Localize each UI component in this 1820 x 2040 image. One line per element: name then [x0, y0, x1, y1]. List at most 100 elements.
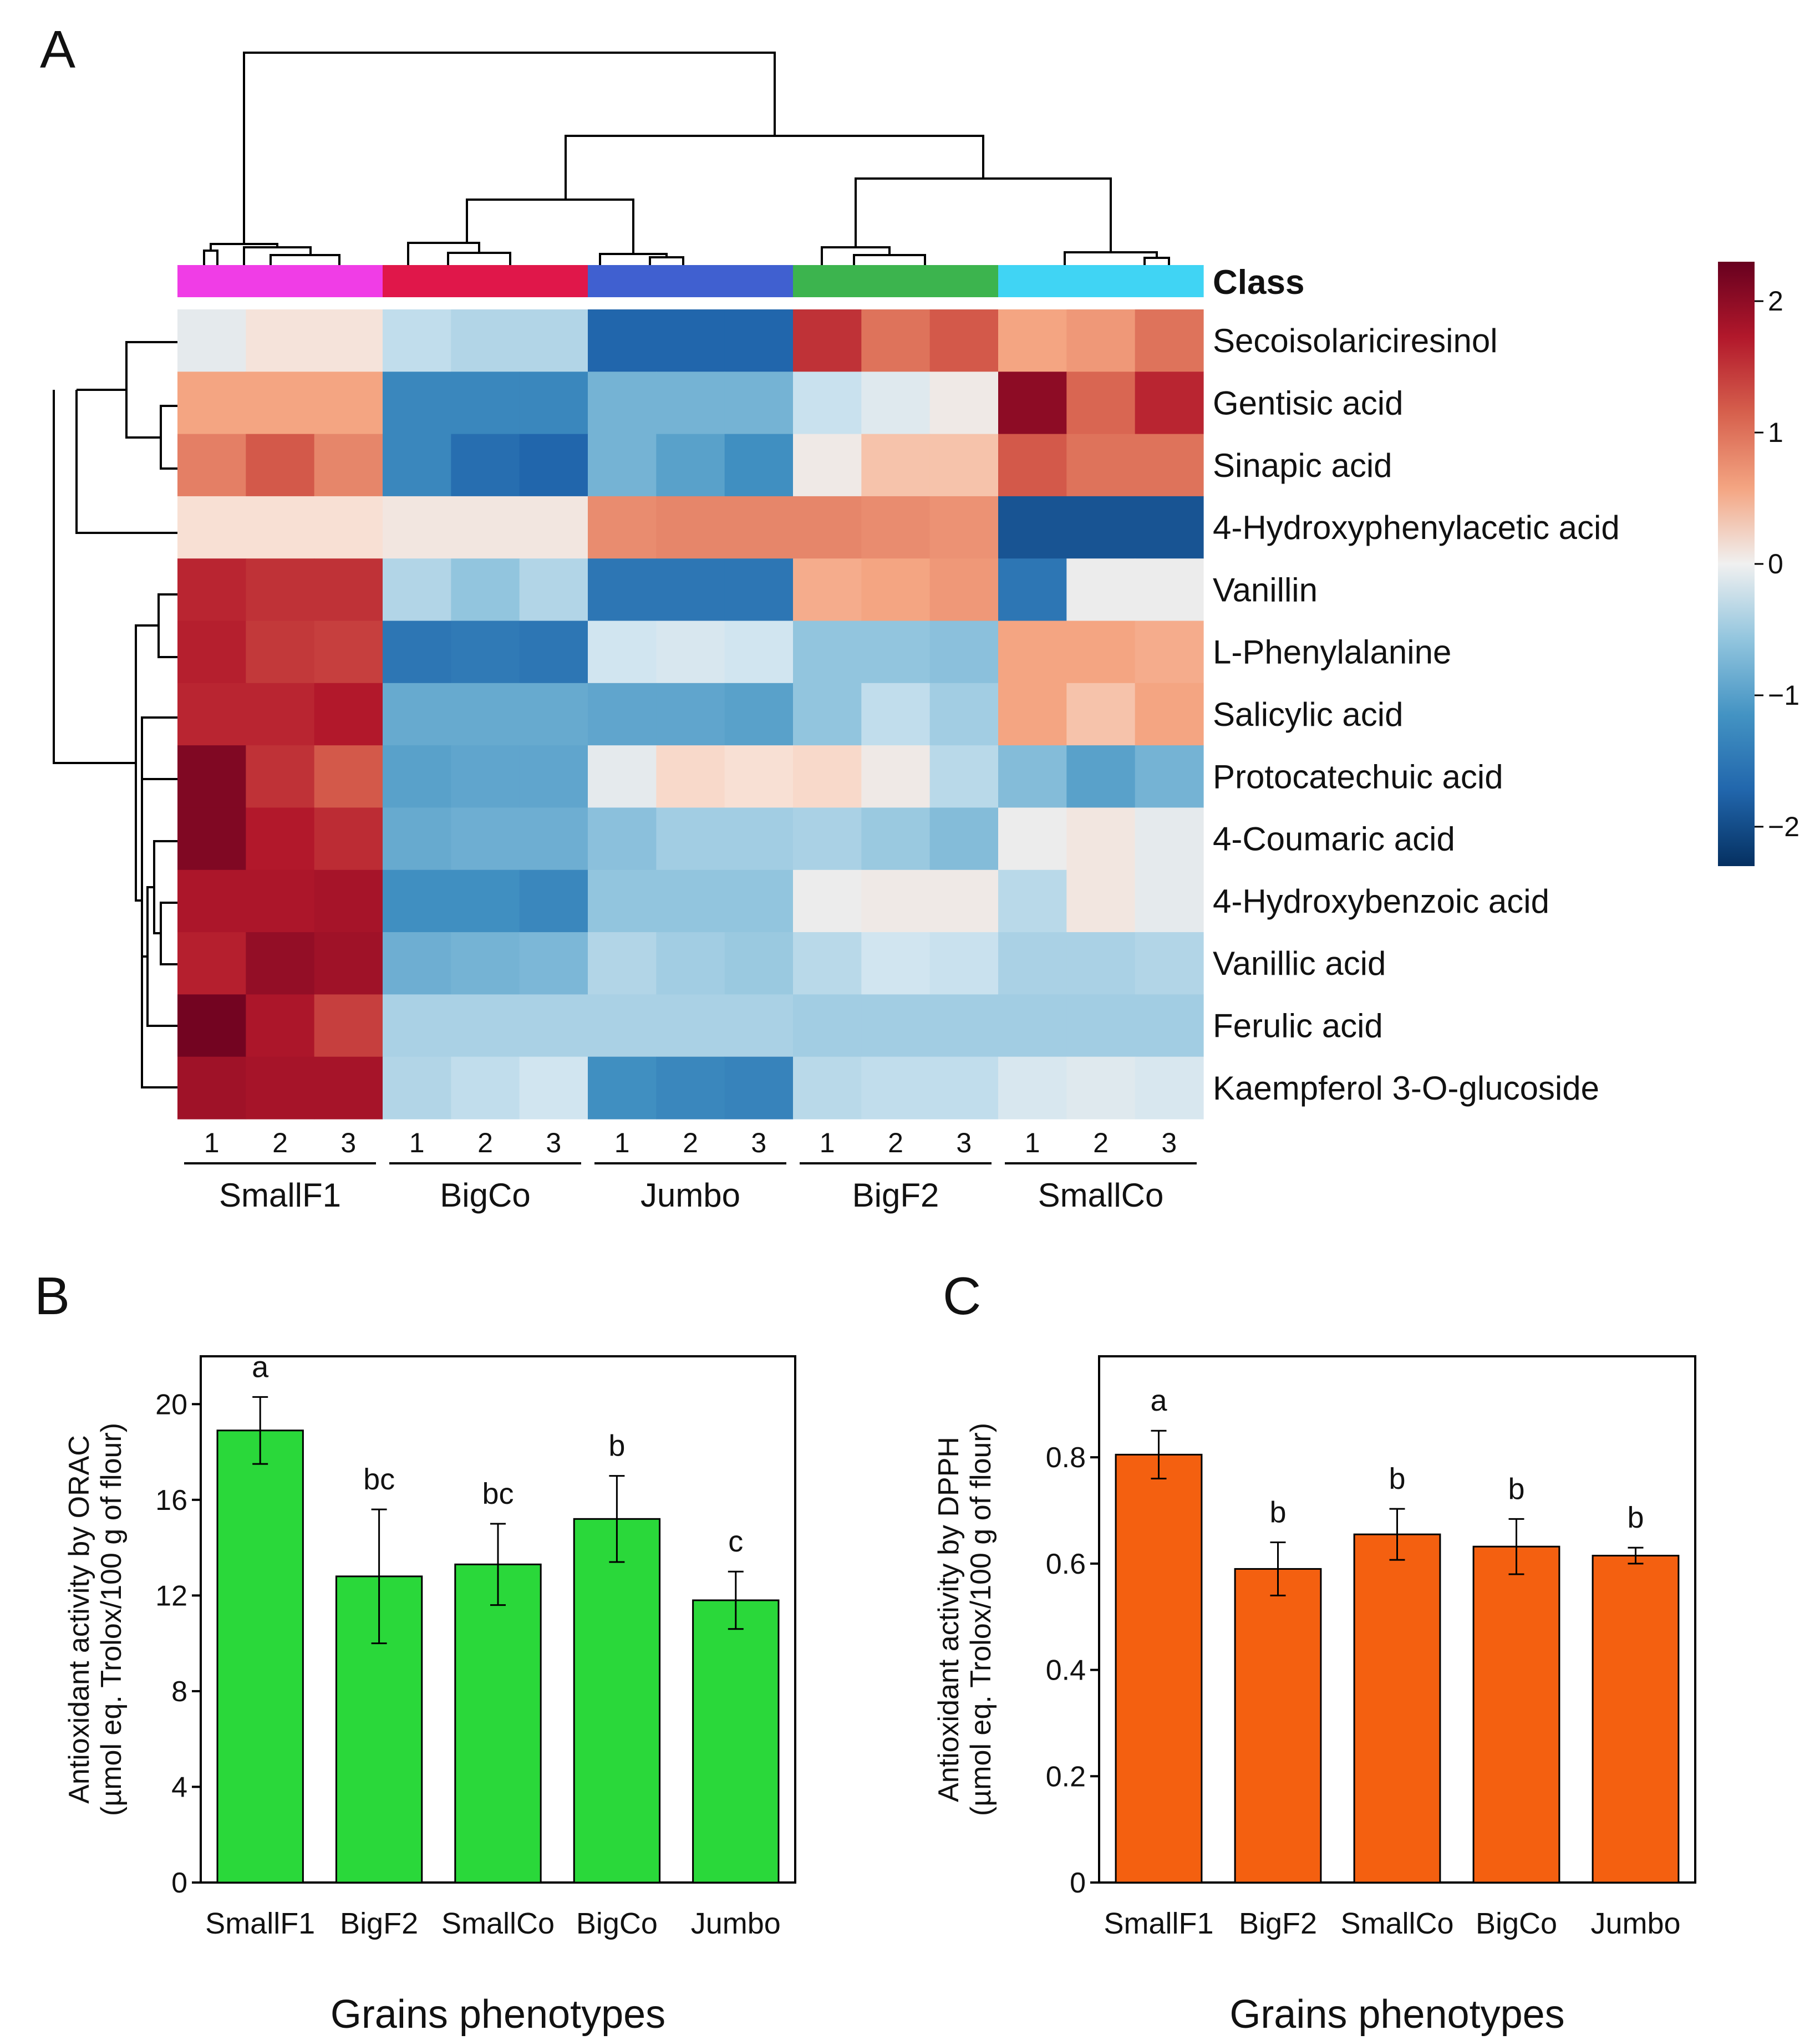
heatmap-cell [861, 745, 931, 808]
heatmap-cell [383, 1056, 451, 1120]
heatmap-cell [1066, 434, 1136, 497]
heatmap-cell [177, 994, 246, 1057]
heatmap-cell [246, 932, 315, 995]
heatmap-cell [793, 496, 862, 559]
heatmap-cell [314, 309, 383, 372]
heatmap-cell [246, 807, 315, 871]
replicate-label: 3 [1161, 1127, 1177, 1158]
heatmap-cell [656, 745, 725, 808]
heatmap-cell [861, 434, 931, 497]
heatmap-cell [588, 309, 657, 372]
group-label-bigf2: BigF2 [852, 1177, 939, 1214]
heatmap-cell [177, 372, 246, 435]
heatmap-cell [246, 1056, 315, 1120]
heatmap-cell [861, 683, 931, 746]
heatmap-cell [519, 932, 588, 995]
significance-letter: c [728, 1525, 743, 1558]
heatmap-cell [1135, 309, 1204, 372]
heatmap-cell [383, 994, 451, 1057]
heatmap-cell [793, 869, 862, 933]
heatmap-cell [1066, 1056, 1136, 1120]
significance-letter: bc [482, 1477, 514, 1510]
heatmap-cell [383, 745, 451, 808]
x-axis-label: Grains phenotypes [1229, 1992, 1564, 2037]
heatmap-cell [177, 496, 246, 559]
heatmap-cell [1066, 807, 1136, 871]
replicate-label: 1 [614, 1127, 630, 1158]
heatmap-cell [314, 558, 383, 622]
heatmap-cell [793, 309, 862, 372]
replicate-label: 1 [409, 1127, 425, 1158]
heatmap-cell [861, 1056, 931, 1120]
heatmap-cell [519, 994, 588, 1057]
heatmap-cell [861, 620, 931, 684]
colorbar-tick-label: 2 [1768, 286, 1783, 317]
heatmap-cell [656, 807, 725, 871]
heatmap-cell [314, 496, 383, 559]
heatmap-cell [998, 807, 1067, 871]
heatmap-cell [314, 932, 383, 995]
heatmap-cell [1135, 434, 1204, 497]
heatmap-cell [1066, 372, 1136, 435]
heatmap-cell [929, 683, 999, 746]
replicate-label: 2 [888, 1127, 903, 1158]
significance-letter: b [1269, 1496, 1286, 1529]
heatmap-cell [383, 558, 451, 622]
heatmap-cell [1066, 745, 1136, 808]
y-tick-label: 0.4 [1046, 1655, 1086, 1687]
x-tick-label-smallco: SmallCo [1340, 1907, 1453, 1940]
heatmap-cell [1066, 620, 1136, 684]
row-label-4-hydroxybenzoic-acid: 4-Hydroxybenzoic acid [1213, 883, 1549, 920]
colorbar-tick-label: 1 [1768, 417, 1783, 448]
heatmap-cell [451, 496, 520, 559]
y-axis-label-line1: Antioxidant activity by DPPH [933, 1437, 965, 1802]
heatmap-cell [861, 932, 931, 995]
heatmap-cell [1135, 372, 1204, 435]
heatmap-cell [588, 496, 657, 559]
bar-smallco [454, 1563, 542, 1884]
bar-bigf2 [1234, 1568, 1322, 1884]
heatmap-cell [246, 620, 315, 684]
heatmap-cell [519, 683, 588, 746]
heatmap-cell [383, 620, 451, 684]
heatmap-cell [177, 434, 246, 497]
significance-letter: b [1627, 1501, 1644, 1534]
heatmap-cell [451, 372, 520, 435]
heatmap-cell [861, 372, 931, 435]
heatmap-cell [724, 807, 794, 871]
heatmap-cell [588, 558, 657, 622]
heatmap-cell [383, 932, 451, 995]
replicate-label: 2 [1093, 1127, 1109, 1158]
heatmap-cell [451, 932, 520, 995]
group-label-smallf1: SmallF1 [219, 1177, 341, 1214]
heatmap-cell [724, 558, 794, 622]
heatmap-cell [451, 869, 520, 933]
heatmap-cell [998, 496, 1067, 559]
y-axis-label-line1: Antioxidant activity by ORAC [63, 1435, 95, 1804]
heatmap-cell [724, 309, 794, 372]
bar-jumbo [1592, 1554, 1680, 1884]
replicate-labels: 1 2 3 1 2 3 1 2 3 1 2 3 1 2 3 [204, 1127, 1177, 1158]
y-tick-label: 20 [155, 1388, 187, 1421]
heatmap-cell [588, 869, 657, 933]
row-label-salicylic-acid: Salicylic acid [1213, 696, 1403, 733]
x-axis-label: Grains phenotypes [331, 1992, 665, 2037]
heatmap-cell [519, 807, 588, 871]
y-axis-label: Antioxidant activity by DPPH(µmol eq. Tr… [933, 1423, 997, 1816]
replicate-label: 1 [820, 1127, 835, 1158]
heatmap-cell [246, 496, 315, 559]
y-tick-label: 12 [155, 1580, 187, 1612]
panel-label-a: A [40, 20, 75, 79]
group-labels: SmallF1 BigCo Jumbo BigF2 SmallCo [184, 1162, 1197, 1214]
heatmap-cell [451, 558, 520, 622]
x-tick-label-bigco: BigCo [1476, 1907, 1557, 1940]
heatmap-cells [177, 309, 1204, 1120]
heatmap-cell [519, 309, 588, 372]
heatmap-cell [519, 620, 588, 684]
heatmap-cell [451, 994, 520, 1057]
heatmap-cell [383, 372, 451, 435]
heatmap-cell [177, 620, 246, 684]
heatmap-cell [929, 309, 999, 372]
y-tick-label: 0.2 [1046, 1761, 1086, 1793]
heatmap-cell [1066, 309, 1136, 372]
